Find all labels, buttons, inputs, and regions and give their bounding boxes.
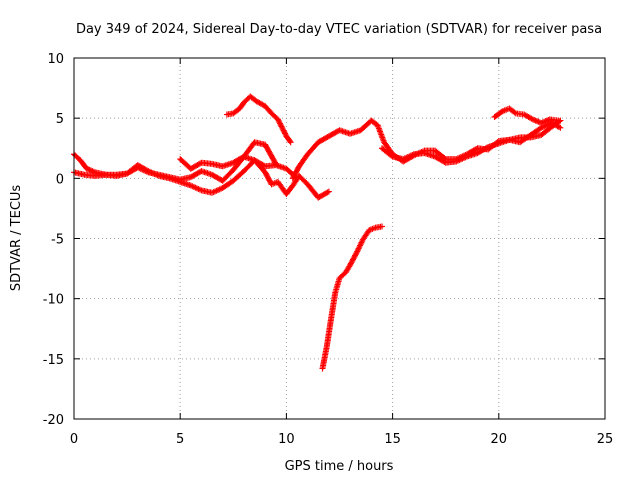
- x-tick-label: 25: [597, 432, 614, 447]
- data-point-segment: [230, 106, 242, 117]
- data-point-segment: [374, 122, 387, 144]
- data-point-segment: [328, 291, 339, 323]
- data-point-segment: [378, 145, 395, 159]
- x-tick-label: 10: [278, 432, 295, 447]
- data-point-segment: [366, 225, 378, 234]
- data-point-segment: [304, 181, 321, 200]
- data-point-segment: [134, 164, 150, 175]
- data-point-segment: [253, 98, 267, 109]
- data-point-segment: [289, 164, 302, 182]
- data-point-segment: [347, 251, 359, 268]
- data-point-segment: [304, 140, 321, 158]
- data-point-segment: [521, 111, 535, 122]
- data-point-segment: [400, 151, 416, 163]
- data-point-segment: [262, 103, 274, 116]
- y-tick-label: -15: [43, 353, 64, 368]
- data-points: [71, 93, 564, 372]
- series-track-d: [223, 93, 294, 146]
- data-point-segment: [219, 168, 236, 184]
- data-point-segment: [315, 189, 331, 201]
- data-point: [325, 188, 332, 195]
- data-point-segment: [283, 183, 295, 197]
- data-point-segment: [336, 270, 348, 282]
- data-point-segment: [538, 124, 554, 139]
- x-axis-label: GPS time / hours: [285, 459, 394, 474]
- data-point-segment: [236, 100, 247, 112]
- data-point-segment: [319, 345, 330, 372]
- y-tick-label: -10: [43, 293, 64, 308]
- series-track-g: [491, 105, 562, 126]
- data-point-segment: [219, 178, 235, 191]
- x-tick-label: 0: [70, 432, 78, 447]
- data-point-segment: [268, 179, 280, 188]
- y-tick-label: 0: [56, 172, 64, 187]
- x-tick-label: 5: [176, 432, 184, 447]
- data-point-segment: [262, 141, 279, 166]
- data-point: [555, 117, 562, 124]
- data-point: [287, 139, 294, 146]
- chart-title: Day 349 of 2024, Sidereal Day-to-day VTE…: [76, 22, 602, 37]
- data-point-segment: [342, 263, 353, 276]
- data-point-segment: [296, 152, 310, 170]
- data-point-segment: [262, 169, 274, 187]
- data-point-segment: [474, 144, 490, 157]
- data-point-segment: [274, 116, 289, 138]
- y-tick-label: 10: [47, 52, 64, 67]
- data-point: [557, 124, 564, 131]
- data-point-segment: [268, 110, 280, 122]
- data-point-segment: [315, 133, 331, 146]
- data-point-segment: [283, 133, 293, 145]
- y-tick-label: -5: [51, 233, 64, 248]
- data-point-segment: [453, 154, 469, 165]
- data-point-segment: [187, 182, 203, 193]
- series-track-h: [319, 223, 385, 372]
- x-tick-label: 20: [491, 432, 508, 447]
- data-point-segment: [230, 169, 246, 184]
- data-point-segment: [209, 185, 225, 196]
- data-point-segment: [77, 157, 89, 171]
- data-point-segment: [506, 105, 518, 116]
- series-track-c: [177, 153, 301, 182]
- plot-border: [73, 57, 606, 420]
- data-point: [378, 223, 385, 230]
- data-point-segment: [353, 238, 366, 256]
- data-point-segment: [359, 228, 372, 243]
- y-axis-label: SDTVAR / TECUs: [9, 185, 24, 292]
- y-tick-label: -20: [43, 413, 64, 428]
- data-point-segment: [368, 117, 380, 128]
- x-tick-label: 15: [384, 432, 401, 447]
- data-point-segment: [296, 172, 310, 187]
- y-tick-label: 5: [56, 112, 64, 127]
- data-point-segment: [323, 317, 334, 350]
- data-point-segment: [538, 116, 552, 126]
- data-point-segment: [83, 165, 97, 175]
- data-point-segment: [247, 93, 259, 104]
- data-point-segment: [432, 147, 448, 162]
- data-point-segment: [491, 108, 505, 120]
